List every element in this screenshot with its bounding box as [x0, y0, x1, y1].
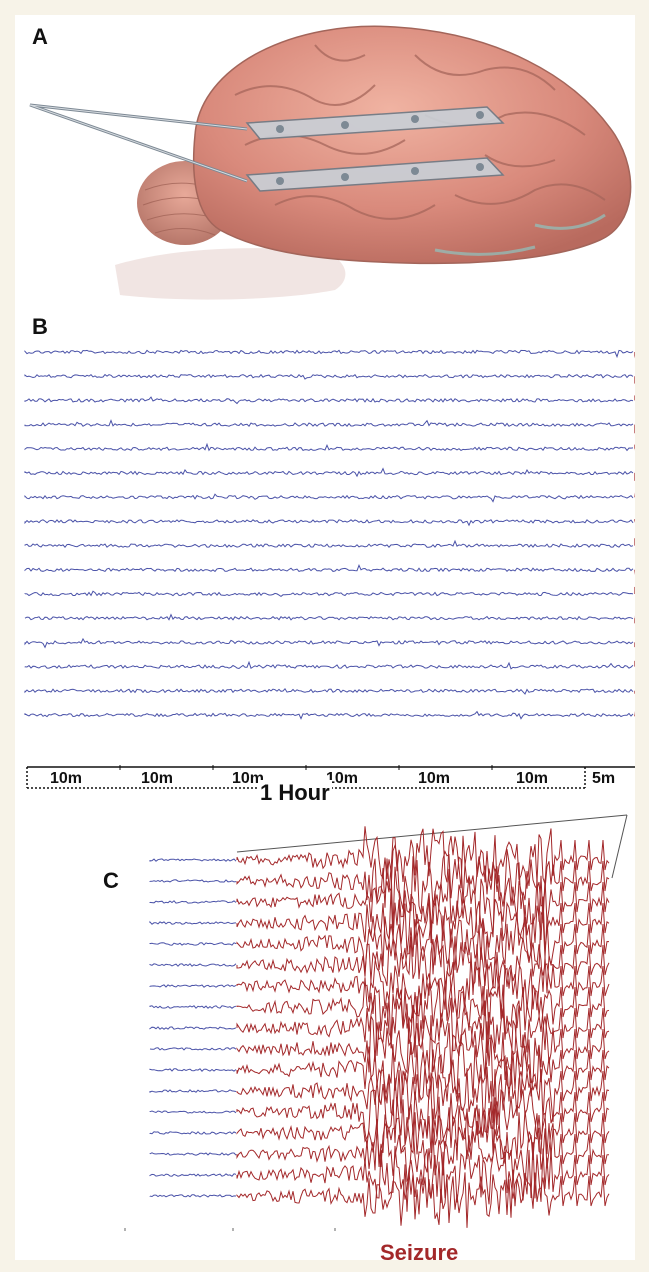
eeg-overview-channel — [24, 637, 634, 649]
timescale-label-1: 10m — [50, 770, 83, 787]
eeg-seizure-channel — [236, 1142, 610, 1205]
eeg-seizure-channel — [236, 866, 610, 938]
eeg-baseline-channel — [149, 942, 237, 946]
eeg-baseline-channel — [149, 963, 237, 967]
eeg-seizure-channel — [236, 1164, 610, 1228]
eeg-seizure-channel — [236, 975, 610, 1039]
timescale-bar — [26, 765, 635, 789]
eeg-seizure-channel — [236, 1037, 610, 1103]
eeg-overview-channel — [24, 613, 634, 621]
timescale-label-2: 10m — [141, 770, 174, 787]
eeg-overview-traces — [24, 349, 635, 720]
eeg-baseline-channel — [149, 1047, 237, 1051]
seizure-label: Seizure — [380, 1240, 459, 1265]
eeg-overview-channel — [24, 419, 634, 427]
eeg-baseline-channel — [149, 1110, 237, 1114]
eeg-baseline-channel — [149, 858, 237, 862]
eeg-overview-channel — [24, 660, 634, 670]
electrode-strips — [29, 103, 505, 192]
eeg-baseline-channel — [149, 984, 237, 988]
eeg-overview-channel — [24, 539, 634, 548]
brain-illustration — [29, 25, 632, 300]
panel-label-c: C — [103, 868, 119, 893]
zoom-connector-line — [611, 814, 628, 879]
eeg-baseline-channel — [149, 1005, 237, 1009]
timescale-label-3: 10m — [232, 770, 265, 787]
eeg-baseline-channel — [149, 1173, 237, 1177]
cerebrum — [192, 25, 632, 265]
eeg-baseline-channel — [149, 879, 237, 883]
eeg-seizure-channel — [236, 1083, 610, 1147]
eeg-overview-channel — [24, 563, 634, 573]
total-duration-label: 1 Hour — [258, 780, 332, 806]
eeg-seizure-channel — [236, 1063, 610, 1126]
eeg-overview-channel — [24, 349, 634, 359]
eeg-seizure-detail-traces — [124, 814, 628, 1231]
eeg-overview-channel — [24, 590, 634, 598]
eeg-baseline-channel — [149, 1068, 237, 1072]
eeg-baseline-channel — [149, 900, 237, 904]
eeg-baseline-channel — [149, 1194, 237, 1198]
eeg-overview-channel — [24, 442, 634, 452]
eeg-baseline-channel — [149, 1131, 237, 1135]
eeg-overview-channel — [24, 710, 634, 720]
eeg-seizure-channel — [236, 910, 610, 975]
timescale-label-6: 10m — [516, 770, 549, 787]
zoom-connector-line — [236, 814, 628, 853]
eeg-overview-channel — [24, 687, 634, 695]
eeg-overview-channel — [24, 467, 634, 478]
eeg-seizure-channel — [236, 1101, 610, 1167]
eeg-baseline-channel — [149, 1026, 237, 1030]
eeg-seizure-channel — [236, 994, 610, 1058]
eeg-seizure-channel — [236, 1121, 610, 1186]
eeg-overview-channel — [24, 396, 634, 405]
eeg-baseline-channel — [149, 1089, 237, 1093]
eeg-overview-channel — [24, 519, 634, 527]
eeg-overview-channel — [24, 373, 634, 380]
brainstem — [115, 248, 346, 300]
timescale-label-5: 10m — [418, 770, 451, 787]
eeg-seizure-channel — [236, 826, 610, 890]
eeg-baseline-channel — [149, 920, 237, 925]
eeg-seizure-channel — [236, 933, 610, 999]
eeg-seizure-channel — [236, 1015, 610, 1084]
panel-label-a: A — [32, 24, 48, 49]
timescale-label-7: 5m — [592, 770, 616, 787]
eeg-baseline-channel — [149, 1152, 237, 1156]
eeg-seizure-channel — [236, 952, 610, 1019]
panel-label-b: B — [32, 314, 48, 339]
eeg-overview-channel — [24, 493, 634, 503]
eeg-seizure-channel — [236, 843, 610, 914]
timescale-label-4: 10m — [326, 770, 359, 787]
